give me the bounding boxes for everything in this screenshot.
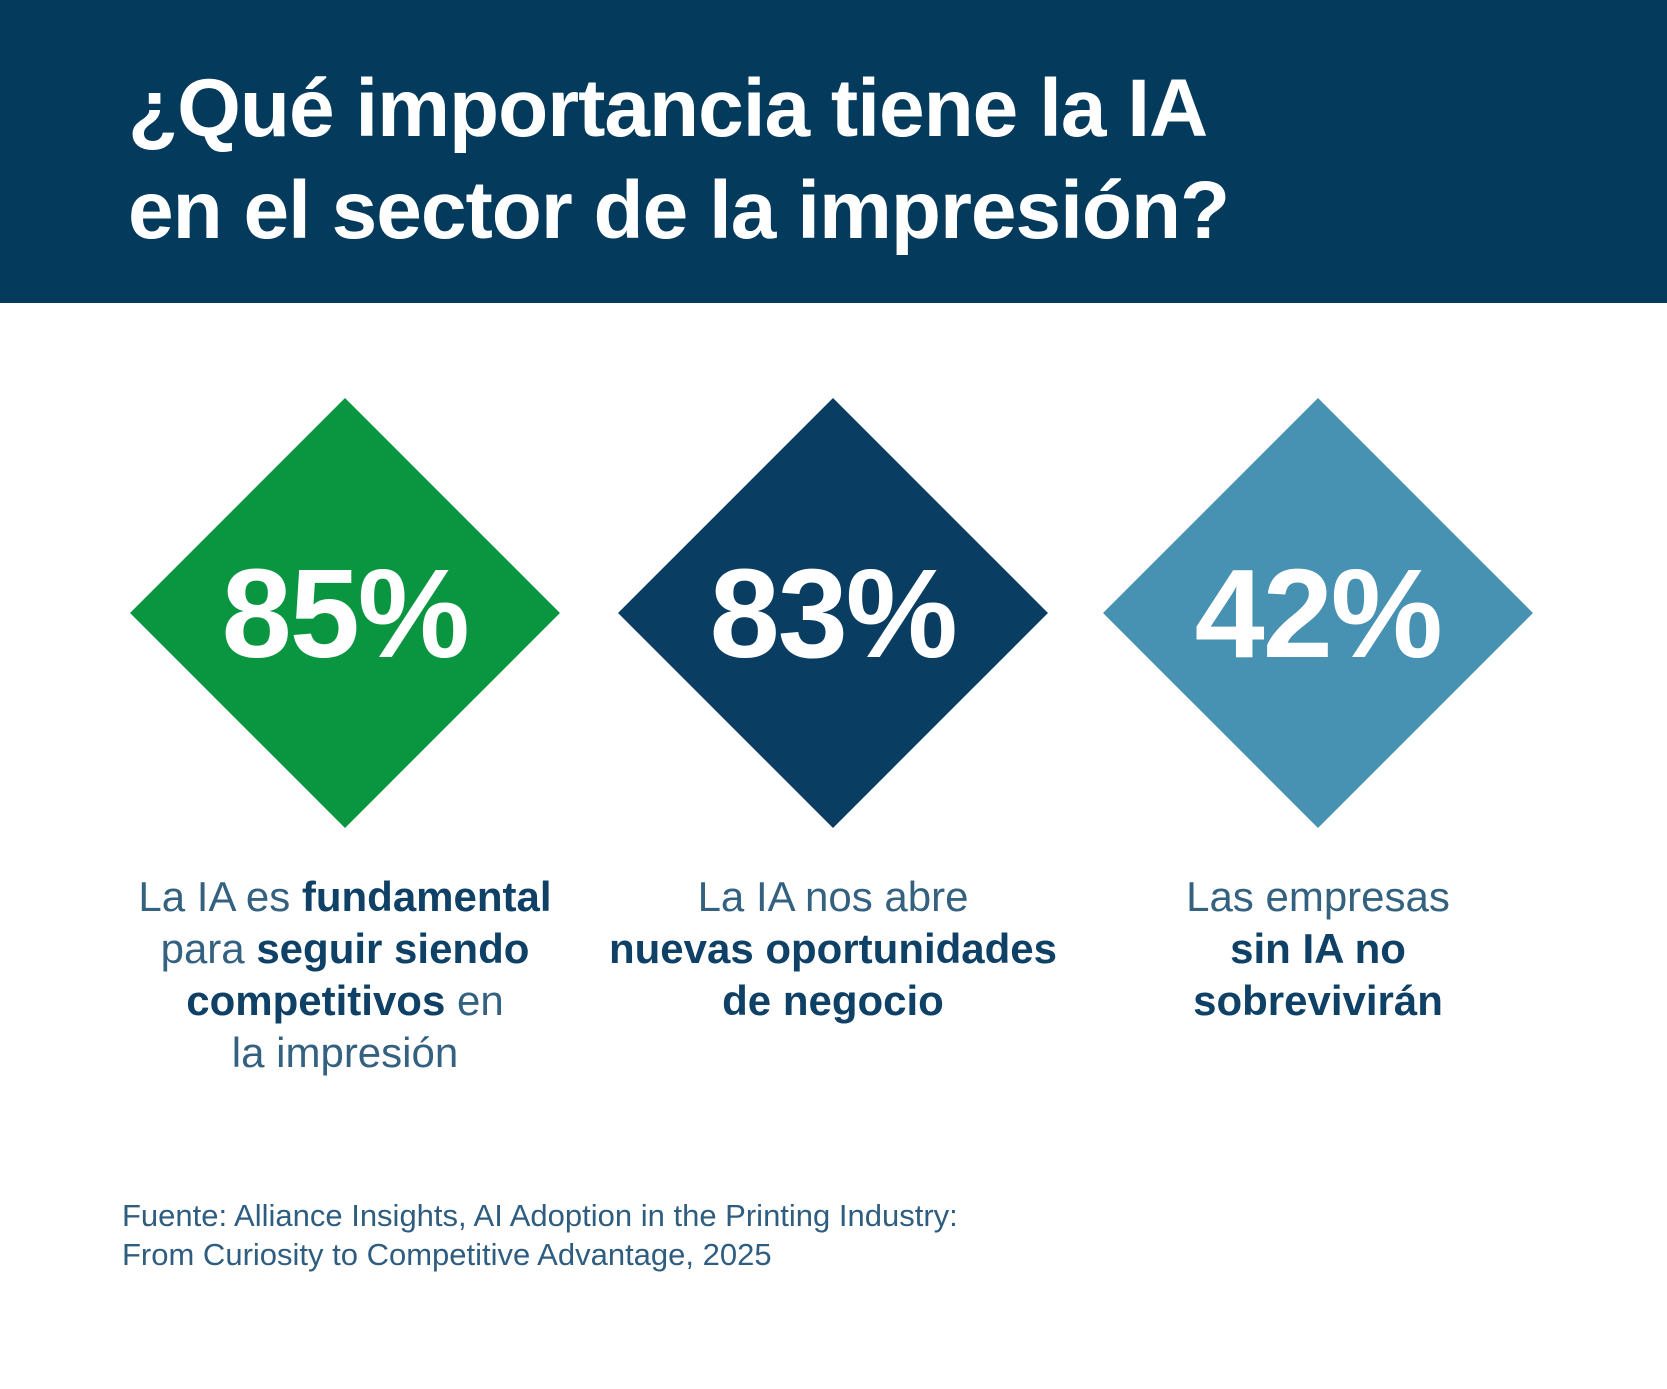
caption-line: sin IA no bbox=[1078, 923, 1558, 975]
caption-segment: en bbox=[445, 977, 504, 1024]
caption-segment-bold: seguir siendo bbox=[256, 925, 530, 972]
page-title-line-2: en el sector de la impresión? bbox=[128, 165, 1230, 256]
caption-line: La IA nos abre bbox=[593, 871, 1073, 923]
caption-fundamental: La IA es fundamental para seguir siendo … bbox=[105, 871, 585, 1079]
header-band: ¿Qué importancia tiene la IA en el secto… bbox=[0, 0, 1667, 303]
stat-sobreviviran: 42% Las empresas sin IA no sobrevivirán bbox=[1078, 398, 1558, 1027]
diamond-navy-icon: 83% bbox=[618, 398, 1048, 828]
caption-line: La IA es fundamental bbox=[105, 871, 585, 923]
source-footer: Fuente: Alliance Insights, AI Adoption i… bbox=[122, 1196, 958, 1274]
caption-segment-bold: sin IA no bbox=[1230, 925, 1406, 972]
percent-value-85: 85% bbox=[221, 542, 469, 684]
stat-fundamental: 85% La IA es fundamental para seguir sie… bbox=[105, 398, 585, 1079]
diamond-lightblue-icon: 42% bbox=[1103, 398, 1533, 828]
percent-value-83: 83% bbox=[709, 542, 957, 684]
caption-segment-bold: competitivos bbox=[186, 977, 446, 1024]
caption-line: de negocio bbox=[593, 975, 1073, 1027]
caption-oportunidades: La IA nos abre nuevas oportunidades de n… bbox=[593, 871, 1073, 1027]
caption-segment: para bbox=[160, 925, 257, 972]
percent-value-42: 42% bbox=[1194, 542, 1442, 684]
caption-line: sobrevivirán bbox=[1078, 975, 1558, 1027]
caption-segment-bold: nuevas oportunidades bbox=[608, 925, 1058, 972]
caption-segment: La IA es bbox=[138, 873, 302, 920]
caption-segment: La IA nos abre bbox=[697, 873, 969, 920]
caption-sobreviviran: Las empresas sin IA no sobrevivirán bbox=[1078, 871, 1558, 1027]
caption-line: la impresión bbox=[105, 1027, 585, 1079]
source-line-1: Fuente: Alliance Insights, AI Adoption i… bbox=[122, 1198, 958, 1233]
caption-line: para seguir siendo bbox=[105, 923, 585, 975]
page-title-line-1: ¿Qué importancia tiene la IA bbox=[128, 63, 1208, 154]
diamond-green-icon: 85% bbox=[130, 398, 560, 828]
caption-segment: la impresión bbox=[231, 1029, 459, 1076]
caption-segment-bold: fundamental bbox=[301, 873, 552, 920]
caption-line: competitivos en bbox=[105, 975, 585, 1027]
caption-segment: Las empresas bbox=[1186, 873, 1450, 920]
caption-segment-bold: de negocio bbox=[722, 977, 944, 1024]
source-line-2: From Curiosity to Competitive Advantage,… bbox=[122, 1237, 772, 1272]
caption-segment-bold: sobrevivirán bbox=[1193, 977, 1443, 1024]
page-title: ¿Qué importancia tiene la IA en el secto… bbox=[128, 58, 1230, 262]
stat-oportunidades: 83% La IA nos abre nuevas oportunidades … bbox=[593, 398, 1073, 1027]
caption-line: Las empresas bbox=[1078, 871, 1558, 923]
caption-line: nuevas oportunidades bbox=[593, 923, 1073, 975]
